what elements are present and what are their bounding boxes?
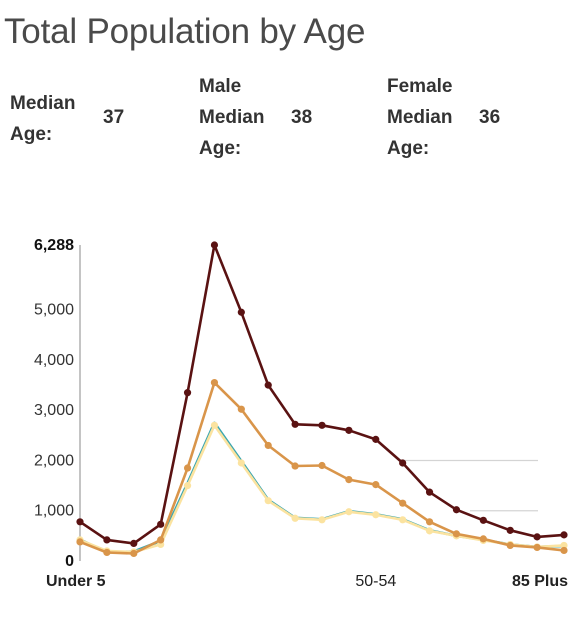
- page-title: Total Population by Age: [4, 12, 366, 51]
- data-point: [399, 499, 407, 507]
- median-age-label: Median Age:: [10, 88, 92, 150]
- data-point: [291, 462, 299, 470]
- data-point: [103, 536, 111, 544]
- data-point: [237, 308, 245, 316]
- data-point: [560, 531, 568, 539]
- series-line: [78, 423, 566, 554]
- data-point: [479, 535, 487, 543]
- data-point: [76, 538, 84, 546]
- female-median-age-label: Female Median Age:: [387, 71, 469, 164]
- data-point: [264, 497, 272, 505]
- data-point: [533, 543, 541, 552]
- data-point: [183, 464, 192, 472]
- x-tick-label: 50-54: [355, 573, 396, 590]
- data-point: [372, 481, 380, 489]
- data-point: [345, 475, 353, 484]
- y-tick-label: 5,000: [34, 302, 74, 319]
- data-point: [452, 506, 461, 514]
- data-point: [157, 520, 165, 528]
- series-line: [78, 243, 566, 545]
- female-median-age-label-line3: Age:: [387, 138, 430, 159]
- data-point: [560, 541, 568, 550]
- data-point: [210, 241, 219, 249]
- data-point: [291, 514, 299, 522]
- data-point: [372, 435, 380, 443]
- y-tick-label: 1,000: [34, 503, 74, 520]
- data-point: [425, 488, 434, 496]
- data-point: [345, 508, 353, 516]
- data-point: [264, 441, 272, 450]
- female-median-age-value: 36: [479, 107, 501, 128]
- series-line: [78, 421, 566, 554]
- data-point: [210, 378, 219, 387]
- female-median-age-stat: Female Median Age: 36: [387, 71, 537, 166]
- y-tick-label: 3,000: [34, 402, 74, 419]
- data-point: [318, 461, 326, 470]
- x-tick-label: Under 5: [46, 573, 106, 590]
- y-tick-label: 0: [65, 553, 74, 570]
- data-point: [318, 421, 326, 429]
- male-median-age-label-line2: Median: [199, 107, 265, 128]
- data-point: [345, 426, 353, 434]
- data-point: [506, 541, 514, 550]
- data-point: [210, 421, 219, 429]
- y-tick-label: 6,288: [34, 237, 74, 254]
- data-point: [157, 536, 165, 544]
- data-point: [425, 518, 434, 526]
- x-tick-label: 85 Plus: [512, 573, 568, 590]
- data-point: [452, 530, 461, 538]
- female-median-age-label-line2: Median: [387, 107, 453, 128]
- data-point: [76, 518, 84, 526]
- male-median-age-value: 38: [291, 107, 313, 128]
- y-tick-label: 4,000: [34, 352, 74, 369]
- data-point: [183, 389, 192, 397]
- data-point: [318, 516, 326, 524]
- median-age-label-line2: Age:: [10, 124, 53, 145]
- data-point: [372, 511, 380, 519]
- data-point: [103, 548, 111, 557]
- data-point: [560, 546, 568, 555]
- data-point: [399, 516, 407, 524]
- median-age-value: 37: [103, 107, 125, 128]
- data-point: [130, 539, 138, 548]
- male-median-age-label: Male Median Age:: [199, 71, 281, 164]
- male-median-age-stat: Male Median Age: 38: [199, 71, 349, 166]
- data-point: [533, 533, 541, 541]
- data-point: [399, 459, 407, 467]
- male-median-age-label-line1: Male: [199, 76, 242, 97]
- data-point: [183, 482, 192, 490]
- data-point: [425, 527, 434, 535]
- data-point: [479, 516, 487, 524]
- data-point: [237, 405, 245, 413]
- data-point: [237, 459, 245, 467]
- female-median-age-label-line1: Female: [387, 76, 453, 97]
- data-point: [264, 381, 272, 389]
- data-point: [506, 526, 514, 534]
- data-point: [130, 549, 138, 558]
- median-age-label-line1: Median: [10, 93, 76, 114]
- y-tick-label: 2,000: [34, 452, 74, 469]
- male-median-age-label-line3: Age:: [199, 138, 242, 159]
- median-age-stat: Median Age: 37: [10, 88, 150, 152]
- data-point: [291, 420, 299, 428]
- population-by-age-chart: 0 1,000 2,000 3,000 4,000 5,000 6,288 Under 5 50…: [34, 237, 568, 590]
